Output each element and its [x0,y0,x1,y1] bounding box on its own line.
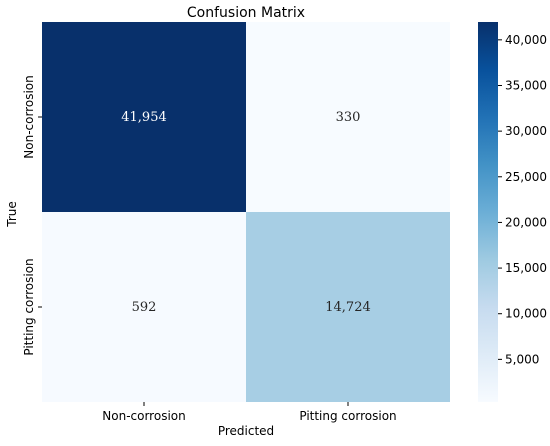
chart-title: Confusion Matrix [187,5,305,21]
colorbar-tick-label: 30,000 [505,124,547,138]
cell-value-label: 14,724 [325,300,371,315]
y-axis-label: True [5,201,19,228]
heatmap-cells: 41,954 330 592 14,724 [42,22,450,402]
heatmap-cell [42,212,246,402]
heatmap-cell [42,22,246,212]
heatmap-cell [246,212,450,402]
x-tick-label: Pitting corrosion [299,409,396,423]
colorbar-tick-label: 5,000 [505,352,539,366]
y-tick-label: Pitting corrosion [22,258,36,355]
cell-value-label: 330 [336,110,361,125]
cell-value-label: 41,954 [121,110,167,125]
heatmap-cell [246,22,450,212]
colorbar-tick-label: 40,000 [505,33,547,47]
colorbar-tick-label: 20,000 [505,215,547,229]
x-axis-ticks: Non-corrosion Pitting corrosion [102,402,397,423]
colorbar-tick-label: 35,000 [505,78,547,92]
cell-value-label: 592 [132,300,157,315]
x-tick-label: Non-corrosion [102,409,185,423]
colorbar-tick-label: 10,000 [505,307,547,321]
colorbar-ticks: 5,000 10,000 15,000 20,000 25,000 30,000 35,00… [498,33,547,366]
colorbar-tick-label: 15,000 [505,261,547,275]
x-axis-label: Predicted [218,424,274,438]
y-axis-ticks: Non-corrosion Pitting corrosion [22,75,42,356]
colorbar [478,22,498,402]
colorbar-tick-label: 25,000 [505,170,547,184]
y-tick-label: Non-corrosion [22,75,36,158]
